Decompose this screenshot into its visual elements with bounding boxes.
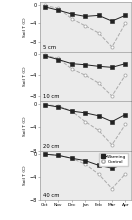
Text: 40 cm: 40 cm [43, 193, 60, 198]
Y-axis label: Soil T (C): Soil T (C) [23, 67, 27, 86]
Y-axis label: Soil T (C): Soil T (C) [23, 17, 27, 37]
Text: 10 cm: 10 cm [43, 94, 60, 99]
Text: 20 cm: 20 cm [43, 144, 60, 149]
Text: 5 cm: 5 cm [43, 45, 56, 50]
Y-axis label: Soil T (C): Soil T (C) [23, 116, 27, 136]
Y-axis label: Soil T (C): Soil T (C) [23, 166, 27, 185]
Legend: Warming, Control: Warming, Control [99, 153, 128, 166]
